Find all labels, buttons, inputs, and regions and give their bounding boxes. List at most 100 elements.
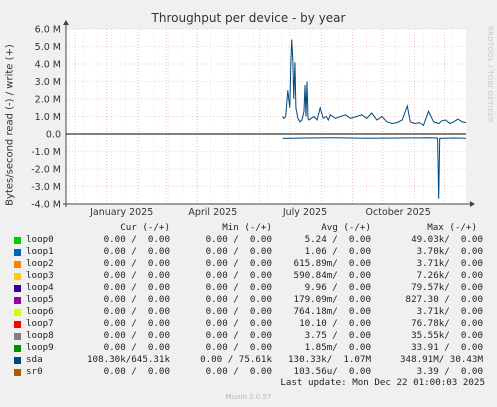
legend-avg-value: 3.75 / 0.00 bbox=[304, 330, 371, 341]
legend-min-value: 0.00 / 75.61k bbox=[200, 354, 272, 365]
legend-header-avg: Avg (-/+) bbox=[321, 222, 371, 233]
legend-max-value: 49.03k/ 0.00 bbox=[411, 234, 483, 245]
legend-avg-value: 5.24 / 0.00 bbox=[304, 234, 371, 245]
legend-cur-value: 0.00 / 0.00 bbox=[103, 246, 170, 257]
x-tick-label: October 2025 bbox=[366, 207, 431, 218]
legend-min-value: 0.00 / 0.00 bbox=[205, 342, 272, 353]
last-update: Last update: Mon Dec 22 01:00:03 2025 bbox=[280, 377, 485, 388]
y-tick-label: 1.0 M bbox=[35, 112, 61, 123]
y-tick-label: -3.0 M bbox=[31, 182, 61, 193]
legend-device-name: loop2 bbox=[26, 258, 54, 269]
legend-min-value: 0.00 / 0.00 bbox=[205, 330, 272, 341]
series-line-sda-read bbox=[282, 137, 467, 199]
legend-device-name: loop9 bbox=[26, 342, 54, 353]
legend-max-value: 35.55k/ 0.00 bbox=[411, 330, 483, 341]
x-axis-arrow bbox=[470, 201, 475, 207]
legend-cur-value: 0.00 / 0.00 bbox=[103, 270, 170, 281]
x-tick-label: July 2025 bbox=[282, 207, 327, 218]
legend-device-name: loop6 bbox=[26, 306, 54, 317]
legend-cur-value: 0.00 / 0.00 bbox=[103, 294, 170, 305]
legend-swatch bbox=[14, 237, 21, 244]
legend-min-value: 0.00 / 0.00 bbox=[205, 258, 272, 269]
legend-cur-value: 0.00 / 0.00 bbox=[103, 366, 170, 377]
legend-swatch bbox=[14, 297, 21, 304]
rrdtool-watermark: RRDTOOL / TOBI OETIKER bbox=[486, 26, 494, 123]
legend-cur-value: 0.00 / 0.00 bbox=[103, 306, 170, 317]
legend-cur-value: 0.00 / 0.00 bbox=[103, 318, 170, 329]
legend-device-name: loop4 bbox=[26, 282, 54, 293]
y-tick-label: -2.0 M bbox=[31, 165, 61, 176]
y-tick-label: 0.0 bbox=[46, 130, 61, 141]
legend-device-name: sr0 bbox=[26, 366, 43, 377]
legend-max-value: 3.71k/ 0.00 bbox=[416, 258, 483, 269]
y-tick-label: 2.0 M bbox=[35, 95, 61, 106]
legend-min-value: 0.00 / 0.00 bbox=[205, 246, 272, 257]
legend-cur-value: 108.30k/645.31k bbox=[87, 354, 170, 365]
y-tick-label: -1.0 M bbox=[31, 147, 61, 158]
y-tick-label: 5.0 M bbox=[35, 42, 61, 53]
legend-avg-value: 615.89m/ 0.00 bbox=[293, 258, 371, 269]
legend-swatch bbox=[14, 333, 21, 340]
legend-device-name: loop7 bbox=[26, 318, 54, 329]
legend-avg-value: 103.56u/ 0.00 bbox=[293, 366, 371, 377]
legend-swatch bbox=[14, 345, 21, 352]
legend-device-name: sda bbox=[26, 354, 43, 365]
legend-swatch bbox=[14, 249, 21, 256]
legend-min-value: 0.00 / 0.00 bbox=[205, 234, 272, 245]
legend-max-value: 3.70k/ 0.00 bbox=[416, 246, 483, 257]
y-tick-label: -4.0 M bbox=[31, 200, 61, 211]
legend-avg-value: 1.06 / 0.00 bbox=[304, 246, 371, 257]
legend-avg-value: 1.85m/ 0.00 bbox=[304, 342, 371, 353]
x-tick-label: April 2025 bbox=[188, 207, 237, 218]
legend-avg-value: 130.33k/ 1.07M bbox=[288, 354, 371, 365]
legend-max-value: 33.91 / 0.00 bbox=[411, 342, 483, 353]
legend-max-value: 76.78k/ 0.00 bbox=[411, 318, 483, 329]
legend-max-value: 7.26k/ 0.00 bbox=[416, 270, 483, 281]
legend-avg-value: 764.18m/ 0.00 bbox=[293, 306, 371, 317]
legend-avg-value: 590.84m/ 0.00 bbox=[293, 270, 371, 281]
legend-min-value: 0.00 / 0.00 bbox=[205, 270, 272, 281]
y-tick-label: 6.0 M bbox=[35, 25, 61, 36]
legend-max-value: 348.91M/ 30.43M bbox=[400, 354, 483, 365]
legend-max-value: 3.71k/ 0.00 bbox=[416, 306, 483, 317]
legend-cur-value: 0.00 / 0.00 bbox=[103, 342, 170, 353]
legend-max-value: 3.39 / 0.00 bbox=[416, 366, 483, 377]
legend-swatch bbox=[14, 309, 21, 316]
legend-avg-value: 179.09m/ 0.00 bbox=[293, 294, 371, 305]
legend-min-value: 0.00 / 0.00 bbox=[205, 294, 272, 305]
series-line-sda-write bbox=[282, 39, 467, 127]
legend-avg-value: 9.96 / 0.00 bbox=[304, 282, 371, 293]
legend-max-value: 79.57k/ 0.00 bbox=[411, 282, 483, 293]
legend-swatch bbox=[14, 285, 21, 292]
y-tick-label: 3.0 M bbox=[35, 77, 61, 88]
legend-swatch bbox=[14, 261, 21, 268]
legend-swatch bbox=[14, 369, 21, 376]
legend-min-value: 0.00 / 0.00 bbox=[205, 282, 272, 293]
legend-cur-value: 0.00 / 0.00 bbox=[103, 258, 170, 269]
legend-device-name: loop0 bbox=[26, 234, 54, 245]
legend-min-value: 0.00 / 0.00 bbox=[205, 306, 272, 317]
legend-header-max: Max (-/+) bbox=[427, 222, 477, 233]
legend-cur-value: 0.00 / 0.00 bbox=[103, 330, 170, 341]
legend-header-cur: Cur (-/+) bbox=[120, 222, 170, 233]
legend-cur-value: 0.00 / 0.00 bbox=[103, 282, 170, 293]
generator-credit: Munin 2.0.57 bbox=[225, 393, 272, 401]
legend-avg-value: 10.10 / 0.00 bbox=[299, 318, 371, 329]
legend-header-min: Min (-/+) bbox=[222, 222, 272, 233]
x-tick-label: January 2025 bbox=[89, 207, 153, 218]
y-axis-arrow bbox=[63, 20, 69, 25]
legend-device-name: loop1 bbox=[26, 246, 54, 257]
legend-swatch bbox=[14, 357, 21, 364]
legend-max-value: 827.30 / 0.00 bbox=[405, 294, 483, 305]
legend-swatch bbox=[14, 273, 21, 280]
legend-device-name: loop8 bbox=[26, 330, 54, 341]
y-tick-label: 4.0 M bbox=[35, 60, 61, 71]
legend-min-value: 0.00 / 0.00 bbox=[205, 366, 272, 377]
chart-title: Throughput per device - by year bbox=[151, 11, 346, 25]
legend-swatch bbox=[14, 321, 21, 328]
legend-min-value: 0.00 / 0.00 bbox=[205, 318, 272, 329]
legend-device-name: loop5 bbox=[26, 294, 54, 305]
legend-cur-value: 0.00 / 0.00 bbox=[103, 234, 170, 245]
legend-device-name: loop3 bbox=[26, 270, 54, 281]
